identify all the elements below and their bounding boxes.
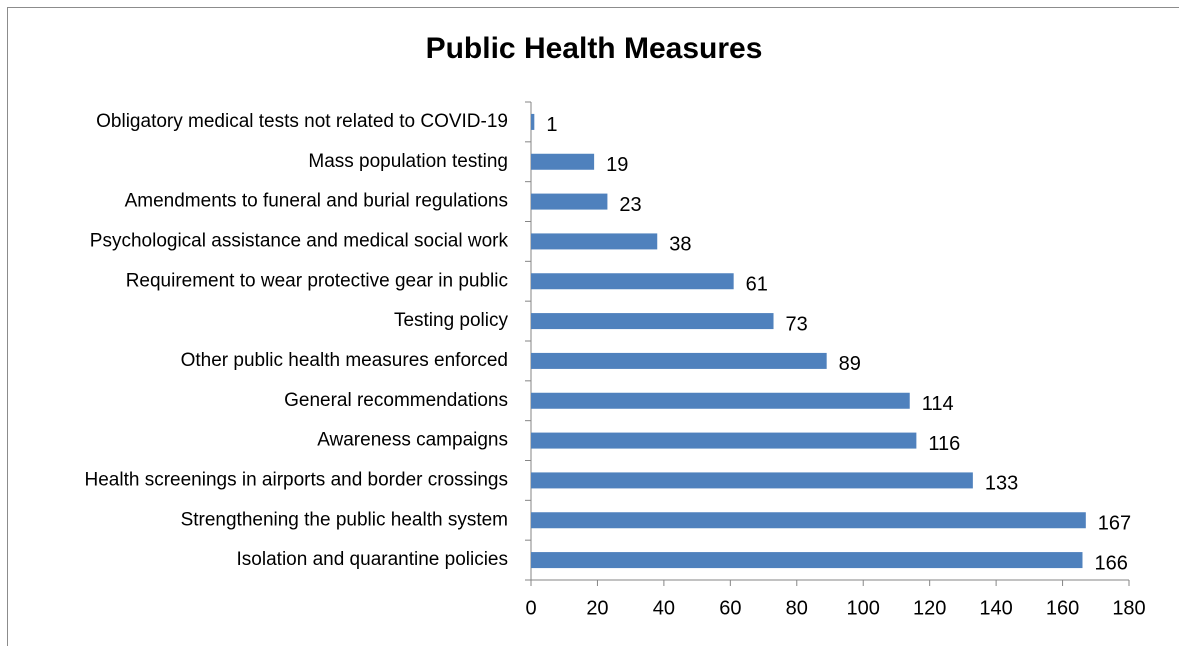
x-tick-label: 20 xyxy=(586,597,608,619)
bar xyxy=(531,432,917,449)
value-label: 133 xyxy=(985,473,1018,495)
x-tick-label: 160 xyxy=(1046,597,1079,619)
y-tick-label: Amendments to funeral and burial regulat… xyxy=(125,191,508,212)
x-tick-label: 120 xyxy=(913,597,946,619)
bar xyxy=(531,313,774,330)
value-label: 166 xyxy=(1094,552,1127,574)
chart-title: Public Health Measures xyxy=(426,32,763,65)
bar xyxy=(531,153,595,170)
y-tick-label: Requirement to wear protective gear in p… xyxy=(126,270,508,291)
bar xyxy=(531,233,658,250)
y-tick-label: Isolation and quarantine policies xyxy=(237,549,508,570)
bar xyxy=(531,552,1083,569)
x-tick-label: 180 xyxy=(1112,597,1145,619)
value-label: 23 xyxy=(619,194,641,216)
y-tick-label: Obligatory medical tests not related to … xyxy=(96,111,508,132)
y-tick-label: Strengthening the public health system xyxy=(181,509,508,530)
bar xyxy=(531,113,535,130)
value-label: 89 xyxy=(839,353,861,375)
y-tick-label: General recommendations xyxy=(284,390,508,411)
y-tick-label: Other public health measures enforced xyxy=(181,350,508,371)
y-tick-label: Testing policy xyxy=(394,310,509,331)
value-label: 61 xyxy=(746,274,768,296)
y-tick-label: Awareness campaigns xyxy=(317,430,508,451)
value-label: 73 xyxy=(786,313,808,335)
bar xyxy=(531,392,910,409)
value-label: 167 xyxy=(1098,513,1131,535)
x-tick-label: 80 xyxy=(786,597,808,619)
bar xyxy=(531,352,827,369)
y-tick-label: Mass population testing xyxy=(308,151,508,172)
value-label: 19 xyxy=(606,154,628,176)
x-tick-label: 40 xyxy=(653,597,675,619)
x-tick-label: 0 xyxy=(525,597,536,619)
x-tick-label: 60 xyxy=(719,597,741,619)
bar xyxy=(531,193,608,210)
y-tick-label: Psychological assistance and medical soc… xyxy=(90,230,509,251)
bar xyxy=(531,512,1086,529)
bar xyxy=(531,472,973,489)
value-label: 38 xyxy=(669,234,691,256)
value-label: 114 xyxy=(922,393,954,415)
value-label: 116 xyxy=(928,433,960,455)
x-tick-label: 140 xyxy=(979,597,1012,619)
value-label: 1 xyxy=(546,114,557,136)
bar xyxy=(531,273,734,290)
y-tick-label: Health screenings in airports and border… xyxy=(85,469,509,490)
x-tick-label: 100 xyxy=(847,597,880,619)
